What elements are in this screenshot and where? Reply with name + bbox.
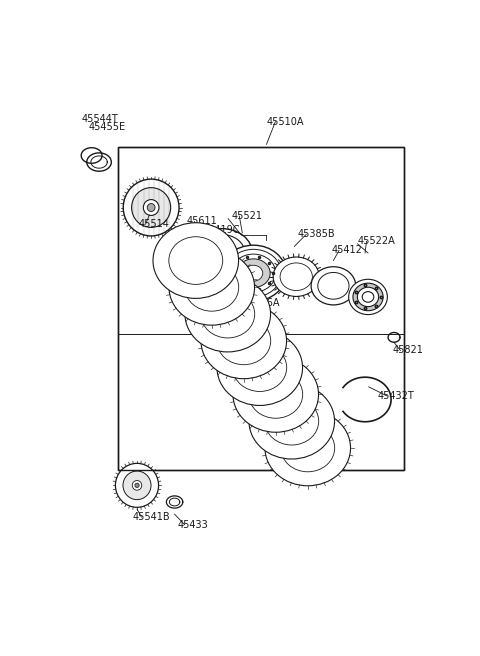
Text: 45514: 45514	[138, 219, 169, 229]
Ellipse shape	[169, 237, 223, 285]
Ellipse shape	[185, 264, 239, 311]
Ellipse shape	[249, 383, 335, 459]
Ellipse shape	[185, 276, 271, 352]
Ellipse shape	[265, 410, 350, 486]
Text: 45821: 45821	[393, 346, 424, 356]
Ellipse shape	[233, 344, 287, 392]
Text: 45611: 45611	[186, 216, 217, 226]
Ellipse shape	[201, 291, 255, 338]
Ellipse shape	[362, 292, 374, 302]
Ellipse shape	[353, 283, 383, 311]
Ellipse shape	[348, 279, 387, 315]
Bar	[118, 147, 404, 470]
Ellipse shape	[233, 357, 319, 432]
Text: 45522A: 45522A	[358, 236, 396, 247]
Text: 45432T: 45432T	[378, 391, 415, 401]
Ellipse shape	[115, 463, 158, 507]
Ellipse shape	[318, 272, 349, 299]
Ellipse shape	[180, 223, 208, 244]
Ellipse shape	[249, 371, 303, 419]
Ellipse shape	[281, 424, 335, 472]
Ellipse shape	[132, 188, 171, 228]
Ellipse shape	[244, 265, 263, 281]
Bar	[118, 147, 404, 470]
Ellipse shape	[123, 179, 179, 236]
Ellipse shape	[358, 287, 379, 306]
Ellipse shape	[184, 226, 204, 241]
Text: 45541B: 45541B	[132, 512, 170, 522]
Text: 45426A: 45426A	[242, 298, 280, 308]
Text: 45419C: 45419C	[202, 225, 240, 236]
Ellipse shape	[169, 249, 254, 325]
Text: 45433: 45433	[177, 520, 208, 530]
Text: 45544T: 45544T	[82, 114, 119, 124]
Text: 45385B: 45385B	[297, 230, 335, 239]
Ellipse shape	[201, 303, 287, 379]
Ellipse shape	[217, 330, 302, 405]
Ellipse shape	[237, 259, 270, 287]
Ellipse shape	[135, 483, 139, 487]
Ellipse shape	[226, 249, 281, 297]
Ellipse shape	[265, 398, 319, 445]
Ellipse shape	[153, 223, 239, 298]
Ellipse shape	[147, 203, 155, 211]
Ellipse shape	[311, 267, 356, 305]
Text: 45521: 45521	[232, 211, 263, 221]
Text: 45412: 45412	[332, 245, 362, 255]
Text: 45455E: 45455E	[89, 122, 126, 132]
Ellipse shape	[221, 245, 286, 301]
Ellipse shape	[199, 235, 245, 272]
Text: 45510A: 45510A	[266, 117, 304, 127]
Ellipse shape	[123, 471, 151, 500]
Ellipse shape	[192, 229, 252, 277]
Ellipse shape	[217, 317, 271, 365]
Ellipse shape	[132, 480, 142, 490]
Ellipse shape	[144, 199, 159, 215]
Ellipse shape	[231, 254, 276, 293]
Ellipse shape	[273, 257, 319, 297]
Ellipse shape	[280, 263, 312, 291]
